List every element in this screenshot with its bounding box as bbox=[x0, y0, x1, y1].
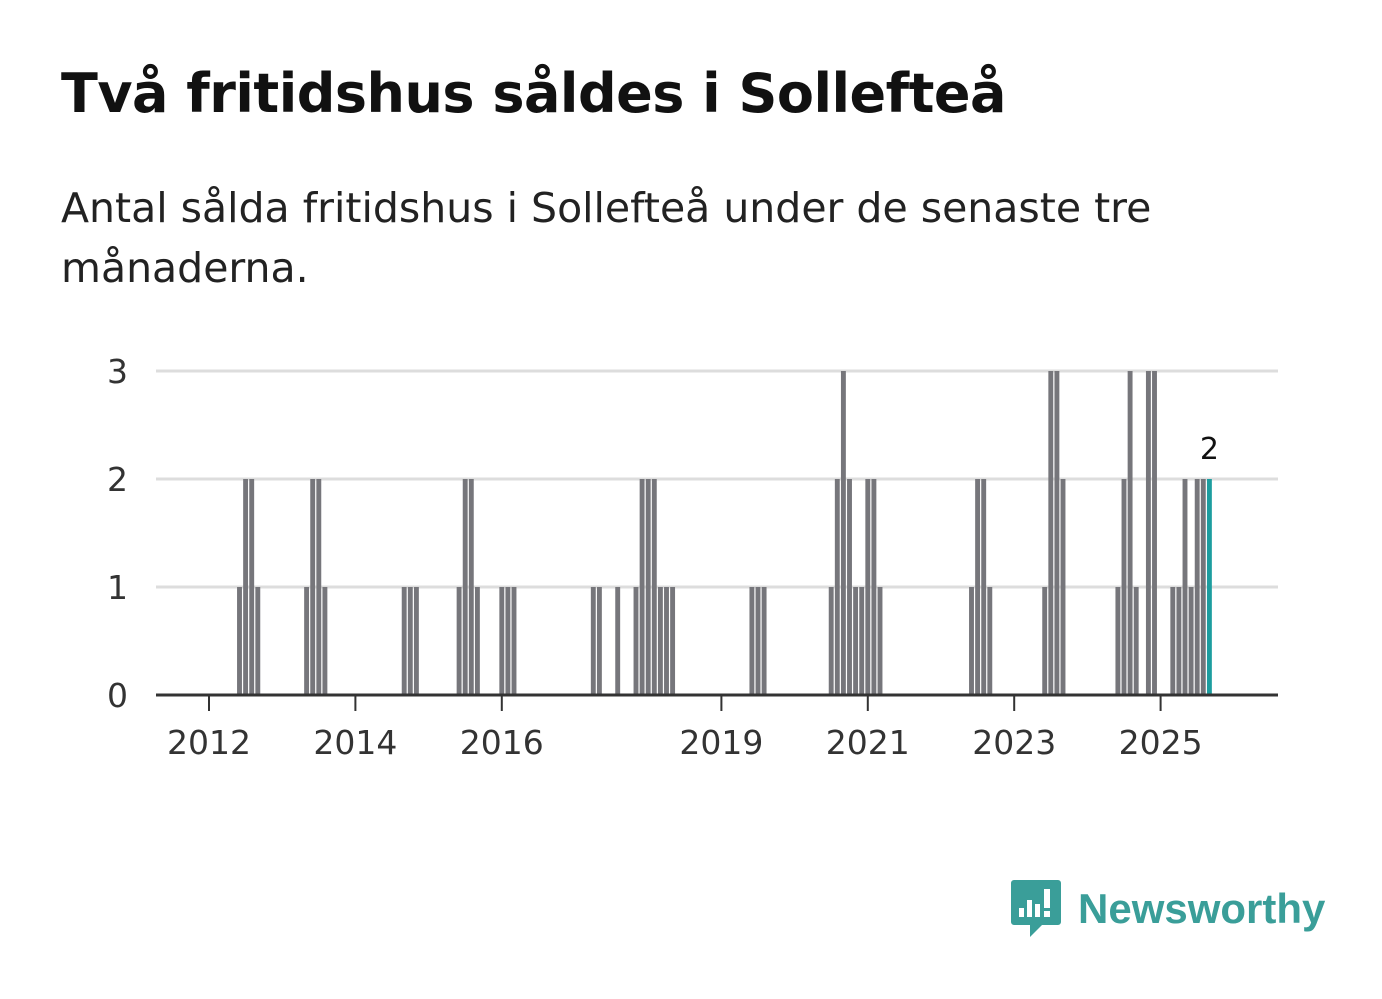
bar-2018-03 bbox=[657, 587, 663, 695]
bar-2013-06 bbox=[310, 479, 316, 695]
bar-2024-07 bbox=[1121, 479, 1127, 695]
bar-2016-02 bbox=[505, 587, 511, 695]
bar-2013-05 bbox=[304, 587, 310, 695]
bar-2025-06 bbox=[1188, 587, 1194, 695]
bar-2013-08 bbox=[322, 587, 328, 695]
x-tick-label: 2023 bbox=[972, 723, 1056, 762]
bar-2024-06 bbox=[1115, 587, 1121, 695]
bar-2023-06 bbox=[1042, 587, 1048, 695]
bar-2017-08 bbox=[615, 587, 621, 695]
newsworthy-logo[interactable]: Newsworthy bbox=[1010, 878, 1325, 940]
newsworthy-logo-icon bbox=[1011, 880, 1061, 937]
bar-2017-11 bbox=[633, 587, 639, 695]
y-tick-label: 1 bbox=[107, 568, 128, 607]
bar-2022-07 bbox=[975, 479, 981, 695]
bar-2020-08 bbox=[834, 479, 840, 695]
bar-2020-10 bbox=[847, 479, 852, 695]
chart-subtitle: Antal sålda fritidshus i Sollefteå under… bbox=[61, 184, 1152, 292]
bar-2025-03 bbox=[1170, 587, 1176, 695]
grid-lines bbox=[156, 369, 1278, 589]
x-tick-label: 2025 bbox=[1119, 723, 1203, 762]
bar-2017-04 bbox=[590, 587, 596, 695]
bar-2024-11 bbox=[1145, 371, 1151, 695]
bar-2025-05 bbox=[1182, 479, 1188, 695]
bar-2025-08 bbox=[1200, 479, 1206, 695]
highlight-data-label: 2 bbox=[1200, 432, 1219, 467]
bar-2025-07 bbox=[1194, 479, 1200, 695]
bar-2015-09 bbox=[474, 587, 480, 695]
bar-2019-06 bbox=[749, 587, 755, 695]
bar-2012-09 bbox=[255, 587, 261, 695]
y-tick-label: 0 bbox=[107, 676, 128, 715]
bar-2012-07 bbox=[243, 479, 249, 695]
logo-text: Newsworthy bbox=[1078, 885, 1326, 932]
bar-2021-01 bbox=[865, 479, 871, 695]
bar-2021-03 bbox=[877, 587, 883, 695]
bar-2020-12 bbox=[859, 587, 865, 695]
bar-2024-08 bbox=[1127, 371, 1133, 695]
chart-title: Två fritidshus såldes i Sollefteå bbox=[61, 62, 1006, 125]
bar-2013-07 bbox=[316, 479, 322, 695]
x-tick-label: 2014 bbox=[313, 723, 397, 762]
bar-2021-02 bbox=[871, 479, 877, 695]
bar-2019-08 bbox=[761, 587, 767, 695]
bar-2016-03 bbox=[511, 587, 517, 695]
bar-2016-01 bbox=[499, 587, 505, 695]
bar-2014-11 bbox=[413, 587, 419, 695]
bars bbox=[237, 371, 1212, 695]
bar-2018-05 bbox=[670, 587, 676, 695]
x-tick-label: 2019 bbox=[679, 723, 763, 762]
bar-2014-09 bbox=[401, 587, 407, 695]
bar-2015-06 bbox=[456, 587, 462, 695]
bar-2015-07 bbox=[462, 479, 468, 695]
bar-2024-09 bbox=[1133, 587, 1139, 695]
bar-2019-07 bbox=[755, 587, 761, 695]
bar-2025-04 bbox=[1176, 587, 1182, 695]
bar-2017-05 bbox=[596, 587, 602, 695]
bar-2022-06 bbox=[969, 587, 974, 695]
bar-2012-08 bbox=[249, 479, 255, 695]
bar-2020-09 bbox=[840, 371, 846, 695]
x-tick-label: 2012 bbox=[167, 723, 251, 762]
bar-2023-09 bbox=[1060, 479, 1066, 695]
y-tick-label: 2 bbox=[107, 460, 128, 499]
bar-2020-11 bbox=[853, 587, 859, 695]
bar-2015-08 bbox=[468, 479, 474, 695]
bar-2023-08 bbox=[1054, 371, 1060, 695]
bar-2022-09 bbox=[987, 587, 993, 695]
bar-2014-10 bbox=[407, 587, 413, 695]
bar-2022-08 bbox=[981, 479, 987, 695]
bar-2018-02 bbox=[651, 479, 657, 695]
y-tick-label: 3 bbox=[107, 352, 128, 391]
bar-2024-12 bbox=[1152, 371, 1157, 695]
bar-2023-07 bbox=[1048, 371, 1054, 695]
bar-2020-07 bbox=[828, 587, 834, 695]
bar-2018-04 bbox=[664, 587, 669, 695]
bar-2012-06 bbox=[237, 587, 242, 695]
bar-2017-12 bbox=[639, 479, 645, 695]
x-tick-label: 2021 bbox=[826, 723, 910, 762]
bar-2018-01 bbox=[645, 479, 651, 695]
bar-2025-09 bbox=[1206, 479, 1212, 695]
axes: 0 1 2 3 2 2012 2014 2016 2019 2021 2023 2025 bbox=[107, 352, 1278, 762]
x-tick-label: 2016 bbox=[460, 723, 544, 762]
